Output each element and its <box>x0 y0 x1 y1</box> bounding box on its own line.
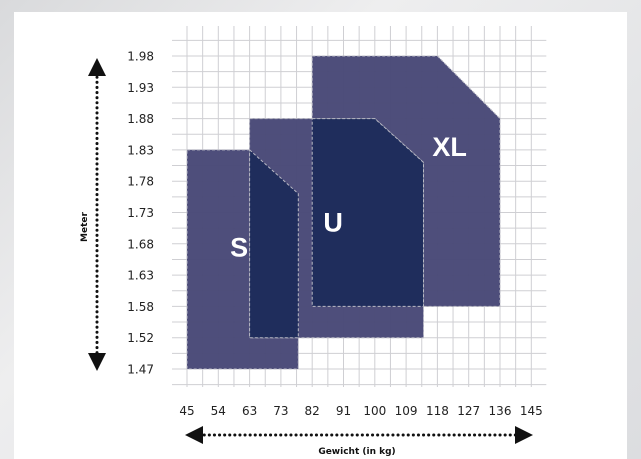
x-tick-label: 136 <box>489 404 512 418</box>
x-tick-label: 54 <box>211 404 226 418</box>
size-region-labels: S U XL <box>230 132 467 262</box>
size-label-s: S <box>230 232 248 262</box>
x-tick-label: 145 <box>520 404 543 418</box>
size-label-u: U <box>323 207 343 237</box>
y-tick-label: 1.83 <box>127 143 154 157</box>
x-tick-label: 63 <box>242 404 257 418</box>
region-u-xl-overlap <box>311 118 424 307</box>
size-regions <box>186 55 501 370</box>
y-tick-label: 1.88 <box>127 112 154 126</box>
x-tick-label: 118 <box>426 404 449 418</box>
x-tick-label: 82 <box>305 404 320 418</box>
y-tick-label: 1.93 <box>127 81 154 95</box>
y-tick-label: 1.47 <box>127 363 154 377</box>
y-tick-label: 1.73 <box>127 206 154 220</box>
y-axis-label: Meter <box>80 211 90 241</box>
x-tick-labels: 45 54 63 73 82 91 100 109 118 127 136 145 <box>179 404 542 418</box>
x-tick-label: 45 <box>179 404 194 418</box>
y-tick-label: 1.98 <box>127 50 154 64</box>
y-tick-labels: 1.98 1.93 1.88 1.83 1.78 1.73 1.68 1.63 1.58 1.52… <box>127 50 154 377</box>
y-tick-label: 1.78 <box>127 175 154 189</box>
y-tick-label: 1.63 <box>127 269 154 283</box>
x-tick-label: 100 <box>363 404 386 418</box>
x-tick-label: 127 <box>457 404 480 418</box>
y-tick-label: 1.58 <box>127 300 154 314</box>
chart-card: S U XL 1.98 1.93 1.88 1.83 1.78 1.73 1.68 1.63 1.5… <box>14 12 627 459</box>
size-chart: S U XL 1.98 1.93 1.88 1.83 1.78 1.73 1.68 1.63 1.5… <box>80 26 547 457</box>
x-tick-label: 91 <box>336 404 351 418</box>
region-s-u-overlap <box>249 148 299 339</box>
x-tick-label: 109 <box>395 404 418 418</box>
x-tick-label: 73 <box>273 404 288 418</box>
y-tick-label: 1.68 <box>127 237 154 251</box>
y-tick-label: 1.52 <box>127 331 154 345</box>
x-axis-label: Gewicht (in kg) <box>318 447 395 457</box>
size-label-xl: XL <box>432 132 467 162</box>
